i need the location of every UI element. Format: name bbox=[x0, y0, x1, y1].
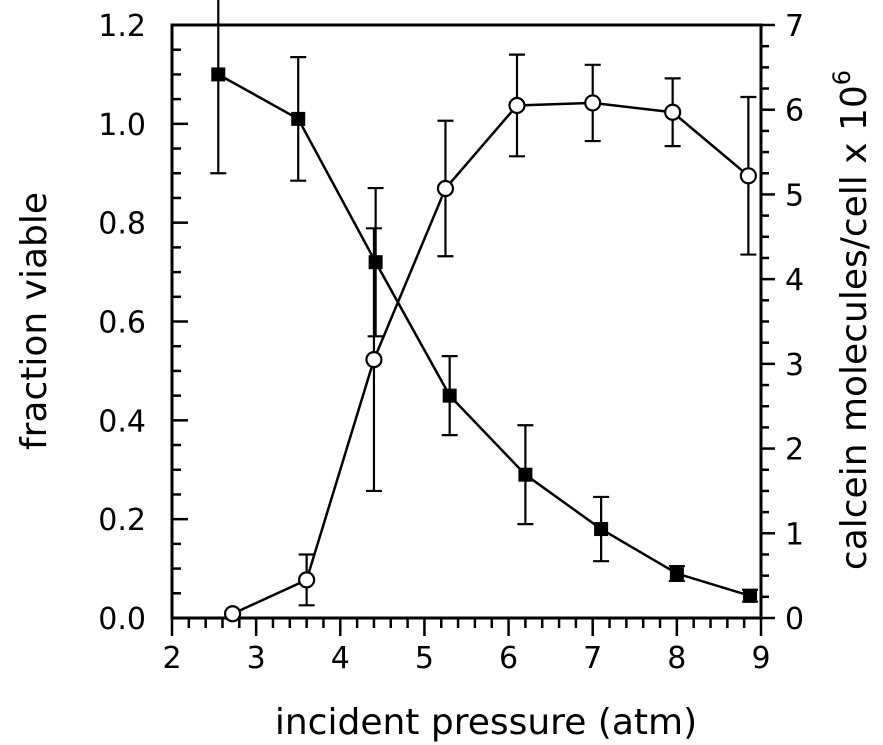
circle-marker bbox=[508, 96, 526, 115]
square-marker bbox=[669, 566, 684, 581]
left-y-tick-label: 0.4 bbox=[98, 404, 146, 439]
right-axis-title-exponent: 6 bbox=[828, 70, 856, 85]
data-series bbox=[210, 0, 759, 623]
right-axis-title-text: calcein molecules/cell x 10 bbox=[834, 85, 875, 570]
x-tick-label: 4 bbox=[331, 641, 350, 676]
square-marker bbox=[291, 111, 306, 126]
x-tick-label: 7 bbox=[583, 641, 602, 676]
right-y-tick-label: 0 bbox=[785, 602, 804, 637]
x-tick-label: 5 bbox=[415, 641, 434, 676]
x-tick-label: 2 bbox=[162, 641, 181, 676]
square-marker bbox=[594, 522, 609, 537]
right-y-tick-label: 3 bbox=[785, 348, 804, 383]
right-y-tick-label: 7 bbox=[785, 9, 804, 44]
right-y-tick-label: 4 bbox=[785, 263, 804, 298]
circle-marker bbox=[436, 179, 455, 198]
square-marker bbox=[368, 255, 383, 270]
circle-marker bbox=[739, 167, 757, 185]
x-tick-label: 8 bbox=[667, 641, 686, 676]
right-y-tick-label: 6 bbox=[785, 94, 804, 129]
square-marker bbox=[211, 67, 226, 82]
circle-marker bbox=[223, 605, 242, 623]
left-y-tick-label: 1.0 bbox=[98, 108, 146, 143]
x-tick-label: 9 bbox=[751, 641, 770, 676]
square-marker bbox=[442, 388, 457, 403]
left-axis-title: fraction viable bbox=[14, 192, 55, 450]
right-y-tick-label: 1 bbox=[785, 517, 804, 552]
left-y-tick-label: 0.6 bbox=[98, 306, 146, 341]
right-y-tick-label: 2 bbox=[785, 433, 804, 468]
circle-marker bbox=[584, 94, 602, 112]
tick-labels: 2 3 4 5 6 7 8 9 0.0 0.2 0.4 0.6 0.8 1.0 1.2 0 1 2 3 4 5 6 7 bbox=[98, 9, 804, 676]
series-line-calcein bbox=[232, 101, 750, 615]
x-tick-label: 3 bbox=[247, 641, 266, 676]
left-y-tick-label: 1.2 bbox=[98, 9, 146, 44]
circle-marker bbox=[365, 351, 383, 369]
series-line-fraction-viable bbox=[217, 73, 751, 597]
x-tick-label: 6 bbox=[499, 641, 518, 676]
square-marker bbox=[518, 467, 533, 482]
left-y-tick-label: 0.0 bbox=[98, 602, 146, 637]
square-marker bbox=[743, 588, 758, 603]
x-axis-title: incident pressure (atm) bbox=[275, 702, 697, 743]
circle-marker bbox=[298, 571, 316, 589]
right-y-tick-label: 5 bbox=[785, 178, 804, 213]
right-axis-title-group: calcein molecules/cell x 106 bbox=[828, 70, 875, 570]
left-y-tick-label: 0.2 bbox=[98, 503, 146, 538]
circle-marker bbox=[664, 103, 682, 121]
left-y-tick-label: 0.8 bbox=[98, 207, 146, 242]
right-axis-title: calcein molecules/cell x 106 bbox=[828, 70, 875, 570]
axis-ticks bbox=[170, 23, 775, 636]
